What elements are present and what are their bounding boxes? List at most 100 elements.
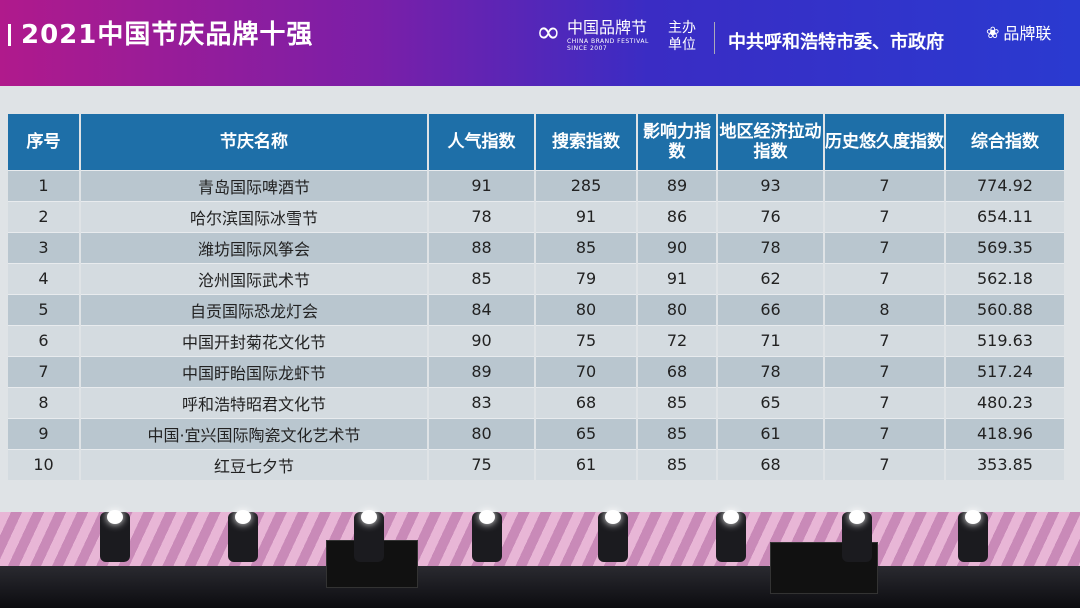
brand-text: 品牌联 — [1003, 24, 1052, 43]
table-cell: 519.63 — [945, 324, 1066, 356]
table-cell: 83 — [428, 386, 536, 418]
table-cell: 86 — [637, 200, 718, 232]
logo-since: SINCE 2007 — [567, 45, 608, 52]
table-row: 7 中国盱眙国际龙虾节 89 70 68 78 7 517.24 — [8, 355, 1066, 387]
table-cell: 68 — [535, 386, 638, 418]
table-cell: 78 — [717, 231, 825, 263]
table-cell: 6 — [8, 324, 81, 356]
table-row: 1 青岛国际啤酒节 91 285 89 93 7 774.92 — [8, 169, 1066, 201]
table-cell: 76 — [717, 200, 825, 232]
table-cell: 呼和浩特昭君文化节 — [80, 386, 429, 418]
stage-light — [472, 510, 502, 562]
table-cell: 61 — [717, 417, 825, 449]
table-cell: 71 — [717, 324, 825, 356]
table-cell: 5 — [8, 293, 81, 325]
brand-figure-icon: ❀ — [986, 22, 1000, 42]
stage-light — [598, 510, 628, 562]
infinity-logo-icon: ∞ — [536, 15, 561, 50]
table-cell: 68 — [717, 448, 825, 480]
column-header: 序号 — [8, 114, 81, 170]
table-cell: 红豆七夕节 — [80, 448, 429, 480]
table-cell: 654.11 — [945, 200, 1066, 232]
table-cell: 哈尔滨国际冰雪节 — [80, 200, 429, 232]
column-header: 历史悠久度指数 — [824, 114, 946, 170]
table-cell: 480.23 — [945, 386, 1066, 418]
table-cell: 90 — [428, 324, 536, 356]
table-cell: 75 — [428, 448, 536, 480]
table-cell: 7 — [824, 324, 946, 356]
slide-title: 2021中国节庆品牌十强 — [8, 14, 313, 51]
logo-en: CHINA BRAND FESTIVAL — [567, 38, 649, 45]
table-cell: 70 — [535, 355, 638, 387]
table-cell: 4 — [8, 262, 81, 294]
table-cell: 8 — [8, 386, 81, 418]
table-cell: 3 — [8, 231, 81, 263]
table-cell: 7 — [824, 355, 946, 387]
table-row: 6 中国开封菊花文化节 90 75 72 71 7 519.63 — [8, 324, 1066, 356]
column-header: 地区经济拉动指数 — [717, 114, 825, 170]
table-cell: 中国开封菊花文化节 — [80, 324, 429, 356]
table-cell: 65 — [717, 386, 825, 418]
table-row: 10 红豆七夕节 75 61 85 68 7 353.85 — [8, 448, 1066, 480]
table-cell: 85 — [428, 262, 536, 294]
table-cell: 774.92 — [945, 169, 1066, 201]
table-row: 4 沧州国际武术节 85 79 91 62 7 562.18 — [8, 262, 1066, 294]
table-cell: 10 — [8, 448, 81, 480]
table-cell: 75 — [535, 324, 638, 356]
table-cell: 61 — [535, 448, 638, 480]
table-cell: 89 — [428, 355, 536, 387]
stage-light — [100, 510, 130, 562]
table-cell: 93 — [717, 169, 825, 201]
table-cell: 7 — [824, 417, 946, 449]
table-cell: 66 — [717, 293, 825, 325]
stage-light — [842, 510, 872, 562]
host-label: 主办单位 — [668, 20, 696, 53]
table-cell: 68 — [637, 355, 718, 387]
table-cell: 青岛国际啤酒节 — [80, 169, 429, 201]
table-cell: 78 — [428, 200, 536, 232]
stage-light — [716, 510, 746, 562]
table-row: 3 潍坊国际风筝会 88 85 90 78 7 569.35 — [8, 231, 1066, 263]
screen-banner: 2021中国节庆品牌十强 ∞ 中国品牌节 CHINA BRAND FESTIVA… — [0, 0, 1080, 86]
table-cell: 353.85 — [945, 448, 1066, 480]
table-cell: 517.24 — [945, 355, 1066, 387]
table-cell: 2 — [8, 200, 81, 232]
stage-floor — [0, 566, 1080, 608]
table-header: 序号 节庆名称 人气指数 搜索指数 影响力指数 地区经济拉动指数 历史悠久度指数 综合指数 — [8, 114, 1066, 170]
stage-led-strip — [0, 512, 1080, 566]
table-cell: 72 — [637, 324, 718, 356]
table-cell: 84 — [428, 293, 536, 325]
china-brand-festival-logo: ∞ 中国品牌节 CHINA BRAND FESTIVAL SINCE 2007 — [536, 14, 649, 53]
table-cell: 1 — [8, 169, 81, 201]
column-header: 影响力指数 — [637, 114, 718, 170]
table-cell: 91 — [428, 169, 536, 201]
table-cell: 7 — [824, 262, 946, 294]
column-header: 综合指数 — [945, 114, 1066, 170]
table-cell: 7 — [824, 386, 946, 418]
organizer: 中共呼和浩特市委、市政府 — [728, 32, 944, 53]
table-cell: 285 — [535, 169, 638, 201]
table-cell: 80 — [428, 417, 536, 449]
table-cell: 7 — [824, 448, 946, 480]
table-cell: 8 — [824, 293, 946, 325]
table-cell: 91 — [535, 200, 638, 232]
table-cell: 78 — [717, 355, 825, 387]
table-row: 2 哈尔滨国际冰雪节 78 91 86 76 7 654.11 — [8, 200, 1066, 232]
stage-light — [354, 510, 384, 562]
table-cell: 9 — [8, 417, 81, 449]
column-header: 搜索指数 — [535, 114, 638, 170]
stage-light — [958, 510, 988, 562]
table-cell: 80 — [637, 293, 718, 325]
table-cell: 85 — [637, 417, 718, 449]
divider — [714, 22, 715, 54]
table-cell: 中国盱眙国际龙虾节 — [80, 355, 429, 387]
table-cell: 潍坊国际风筝会 — [80, 231, 429, 263]
column-header: 节庆名称 — [80, 114, 429, 170]
logo-cn: 中国品牌节 — [567, 18, 648, 37]
table-row: 8 呼和浩特昭君文化节 83 68 85 65 7 480.23 — [8, 386, 1066, 418]
table-cell: 85 — [535, 231, 638, 263]
table-row: 5 自贡国际恐龙灯会 84 80 80 66 8 560.88 — [8, 293, 1066, 325]
table-cell: 沧州国际武术节 — [80, 262, 429, 294]
table-cell: 7 — [8, 355, 81, 387]
table-cell: 562.18 — [945, 262, 1066, 294]
